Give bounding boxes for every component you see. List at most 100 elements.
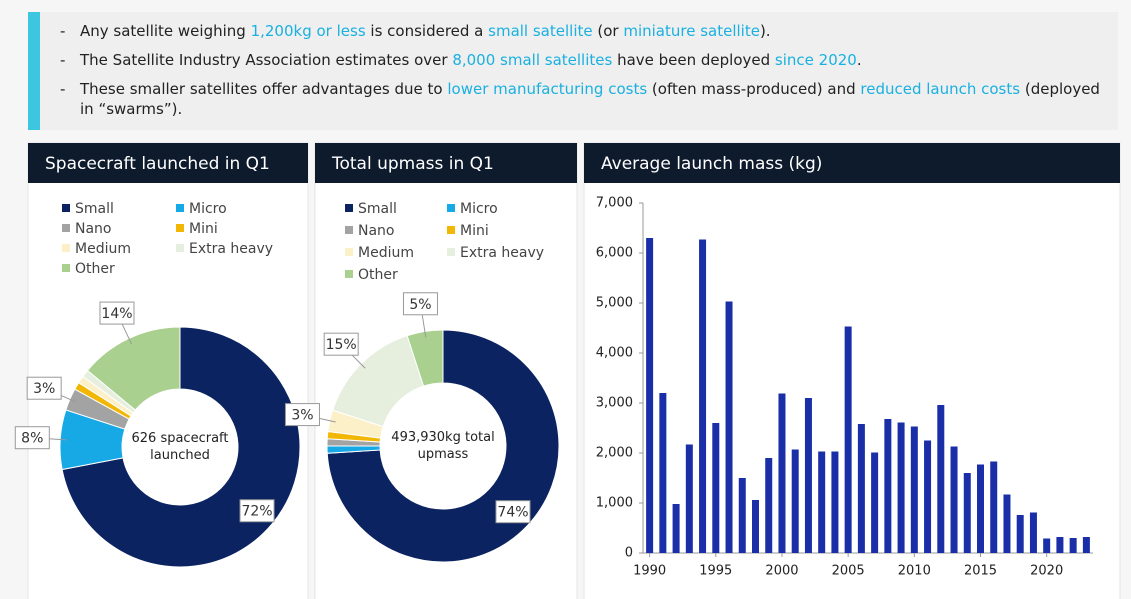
value-label: 74% <box>497 505 528 521</box>
bar <box>897 422 905 553</box>
legend-swatch <box>345 226 353 234</box>
bar <box>738 478 746 553</box>
x-tick-label: 1995 <box>699 564 732 579</box>
legend-swatch <box>62 204 70 212</box>
legend-label: Nano <box>75 221 112 237</box>
y-tick-label: 6,000 <box>596 246 633 261</box>
y-tick-label: 1,000 <box>596 496 633 511</box>
bullet-text: The Satellite Industry Association estim… <box>80 51 453 69</box>
legend-label: Mini <box>189 221 218 237</box>
panel-header <box>315 143 577 183</box>
bar <box>857 424 865 553</box>
panel-title: Average launch mass (kg) <box>601 154 822 174</box>
value-label: 3% <box>33 381 55 397</box>
label-box <box>14 426 50 450</box>
highlight: miniature satellite <box>623 22 760 40</box>
legend-label: Small <box>358 201 397 217</box>
panel-header <box>28 143 308 183</box>
panel-header <box>584 143 1120 183</box>
legend-swatch <box>345 270 353 278</box>
bar <box>778 393 786 553</box>
value-label: 3% <box>291 408 313 424</box>
center-label: 626 spacecraft launched <box>131 431 229 463</box>
bar <box>1056 537 1064 553</box>
value-label: 72% <box>241 504 272 520</box>
legend-label: Micro <box>460 201 498 217</box>
legend-label: Small <box>75 201 114 217</box>
label-box <box>323 332 359 356</box>
bullet: The Satellite Industry Association estim… <box>60 50 1108 70</box>
bar <box>765 458 773 553</box>
bar <box>646 238 654 553</box>
bar <box>712 423 720 553</box>
label-box <box>284 403 320 427</box>
donut-slice <box>406 329 444 387</box>
legend-label: Medium <box>358 245 414 261</box>
legend-swatch <box>447 226 455 234</box>
bar <box>950 446 958 553</box>
label-box <box>239 499 275 523</box>
bar <box>871 452 879 553</box>
highlight: reduced launch costs <box>860 80 1021 98</box>
legend-swatch <box>62 244 70 252</box>
y-tick-label: 3,000 <box>596 396 633 411</box>
label-box <box>99 301 135 325</box>
bar <box>1003 494 1011 553</box>
bullet-text: have been deployed <box>612 51 775 69</box>
legend-swatch <box>62 224 70 232</box>
y-tick-label: 5,000 <box>596 296 633 311</box>
legend-swatch <box>62 264 70 272</box>
bullet-text: Any satellite weighing <box>80 22 251 40</box>
legend-swatch <box>176 204 184 212</box>
bar <box>910 426 918 553</box>
legend-label: Other <box>358 267 398 283</box>
highlight: lower manufacturing costs <box>447 80 648 98</box>
x-tick-label: 2020 <box>1030 564 1063 579</box>
notes-box: Any satellite weighing 1,200kg or less i… <box>28 12 1118 130</box>
bar <box>685 444 693 553</box>
highlight: since 2020 <box>774 51 857 69</box>
bar <box>818 451 826 553</box>
bullet-text: (or <box>592 22 624 40</box>
x-tick-label: 2015 <box>964 564 997 579</box>
legend-label: Mini <box>460 223 489 239</box>
bullet-list: Any satellite weighing 1,200kg or less i… <box>40 12 1118 119</box>
value-label: 14% <box>101 306 132 322</box>
label-box <box>495 500 531 524</box>
bar <box>884 419 892 553</box>
panel-title: Spacecraft launched in Q1 <box>45 154 270 174</box>
bar <box>1016 515 1024 553</box>
legend-label: Medium <box>75 241 131 257</box>
bar <box>1043 538 1051 553</box>
bullet-text: (often mass-produced) and <box>647 80 861 98</box>
bar <box>672 504 680 553</box>
label-box <box>402 292 438 316</box>
bullet-text: (deployed in “swarms”). <box>80 80 1100 118</box>
center-label: 493,930kg total upmass <box>391 430 495 462</box>
label-box <box>26 376 62 400</box>
bar <box>990 461 998 553</box>
donut-slice <box>86 326 181 411</box>
x-tick-label: 2010 <box>898 564 931 579</box>
value-label: 15% <box>326 337 357 353</box>
highlight: 1,200kg or less <box>250 22 366 40</box>
legend-swatch <box>176 244 184 252</box>
bar <box>937 405 945 553</box>
bar <box>752 500 759 553</box>
value-label: 5% <box>409 297 431 313</box>
x-tick-label: 2005 <box>832 564 865 579</box>
bar <box>963 473 971 553</box>
y-tick-label: 0 <box>625 546 633 561</box>
bullet-text: . <box>856 51 862 69</box>
value-label: 8% <box>21 431 43 447</box>
highlight: small satellite <box>488 22 593 40</box>
legend-swatch <box>345 204 353 212</box>
bar <box>831 451 839 553</box>
legend-label: Extra heavy <box>460 245 544 261</box>
bar <box>659 393 667 553</box>
bar <box>699 239 707 553</box>
bar <box>725 301 733 553</box>
y-tick-label: 2,000 <box>596 446 633 461</box>
bar <box>791 449 799 553</box>
